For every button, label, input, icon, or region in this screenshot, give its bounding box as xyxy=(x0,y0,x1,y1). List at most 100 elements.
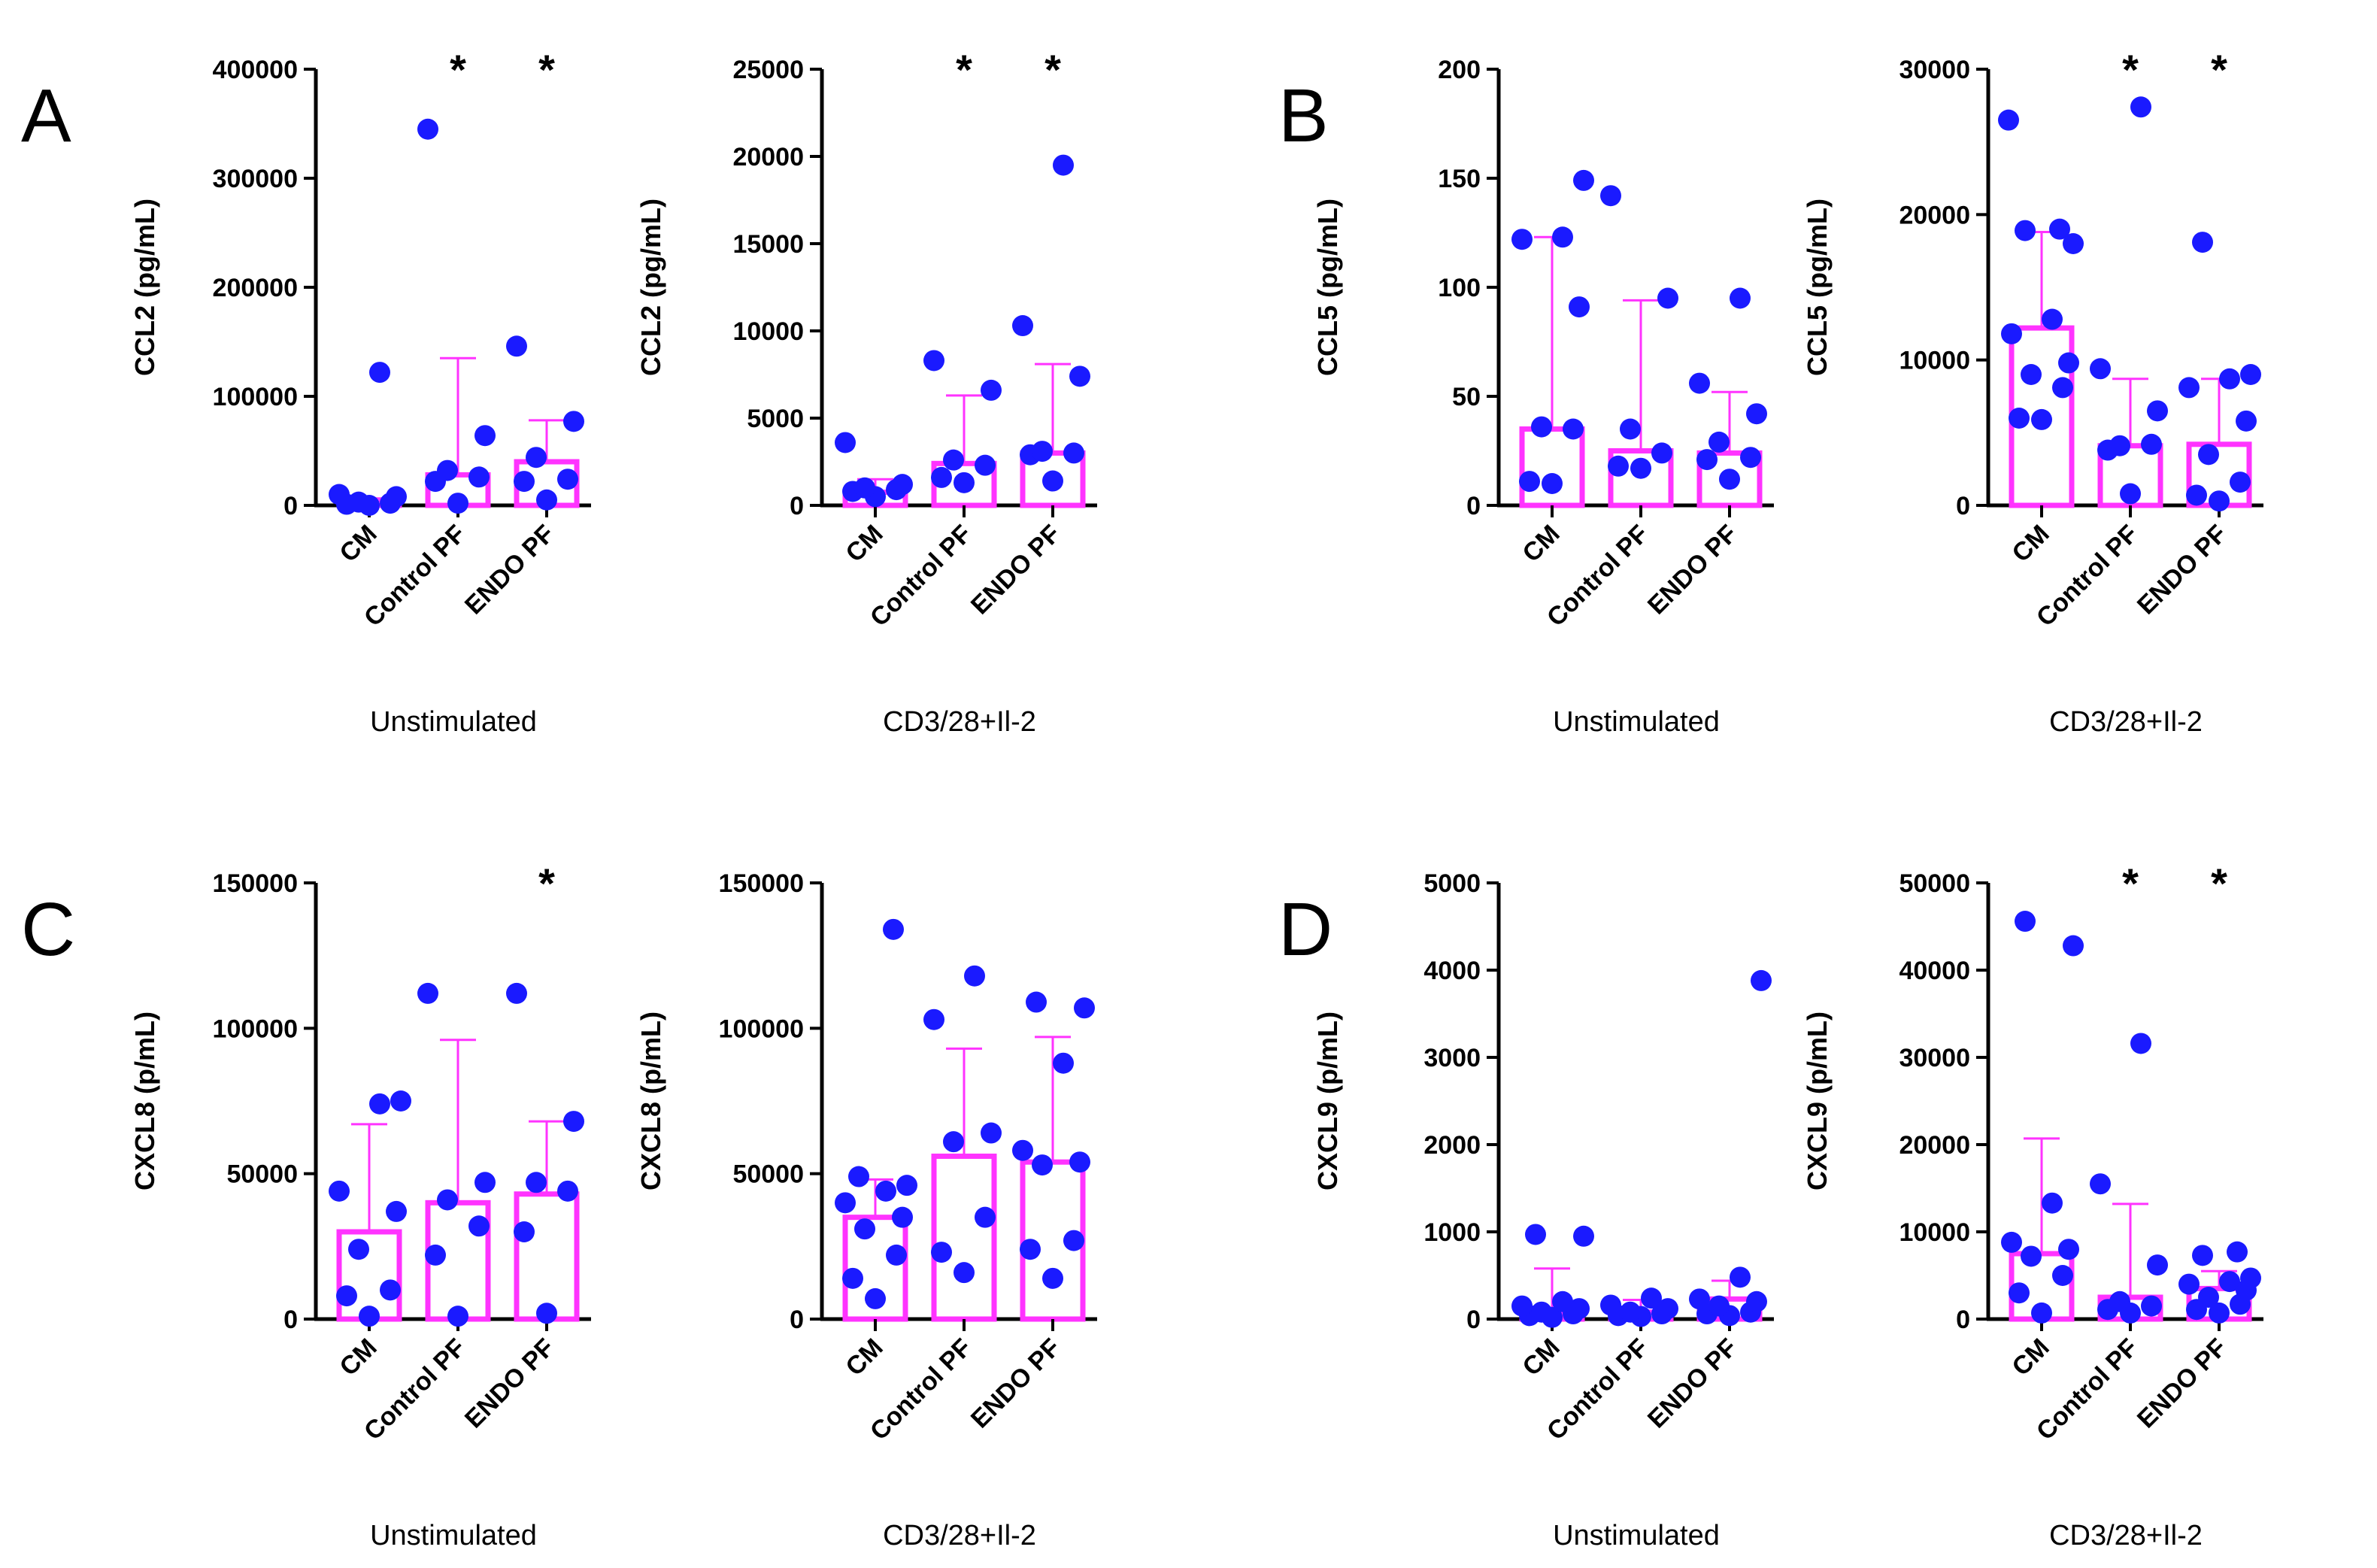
panel-letter-a: A xyxy=(21,74,71,158)
y-axis-label: CXCL9 (p/mL) xyxy=(1802,1011,1833,1190)
data-point xyxy=(854,1218,875,1240)
bar xyxy=(931,1153,997,1322)
chart-subtitle: Unstimulated xyxy=(370,706,537,738)
data-point xyxy=(447,493,468,514)
data-point xyxy=(2042,308,2063,330)
data-point xyxy=(975,454,996,476)
data-point xyxy=(474,425,496,447)
data-point xyxy=(1511,229,1533,250)
data-point xyxy=(2209,1302,2230,1324)
data-point xyxy=(1569,1298,1590,1320)
y-tick-label: 25000 xyxy=(732,56,804,84)
significance-star: * xyxy=(538,860,555,907)
y-tick-label: 20000 xyxy=(732,143,804,171)
y-tick-label: 0 xyxy=(1466,1306,1481,1334)
category-label: CM xyxy=(1517,520,1565,568)
data-point xyxy=(2058,352,2079,374)
category-label: CM xyxy=(334,1333,382,1381)
data-point xyxy=(514,471,535,493)
data-point xyxy=(506,982,527,1004)
significance-star: * xyxy=(956,46,972,93)
chart-8: 0 10000 20000 30000 40000 50000 CXCL9 (p/mL) CM… xyxy=(1802,860,2263,1551)
y-tick-label: 2000 xyxy=(1423,1131,1481,1160)
data-point xyxy=(1074,997,1095,1019)
data-point xyxy=(875,1180,896,1202)
data-point xyxy=(1026,991,1047,1013)
data-point xyxy=(348,1239,369,1260)
category-label: CM xyxy=(334,520,382,568)
data-point xyxy=(1542,473,1563,494)
data-point xyxy=(557,469,578,490)
data-point xyxy=(1069,365,1090,387)
data-point xyxy=(2186,484,2207,506)
data-point xyxy=(1511,1295,1533,1317)
y-tick-label: 100000 xyxy=(719,1014,804,1043)
data-point xyxy=(931,1242,952,1263)
category-label: ENDO PF xyxy=(966,520,1066,620)
data-point xyxy=(526,1172,547,1193)
data-point xyxy=(563,1111,584,1133)
y-tick-label: 400000 xyxy=(213,56,298,84)
data-point xyxy=(1519,471,1540,493)
data-point xyxy=(954,472,975,493)
category-label: CM xyxy=(840,1333,888,1381)
data-point xyxy=(1730,287,1751,309)
data-point xyxy=(1641,1287,1662,1309)
data-point xyxy=(842,1267,863,1289)
data-point xyxy=(437,459,458,481)
data-point xyxy=(2192,232,2213,253)
data-point xyxy=(1746,403,1767,425)
data-point xyxy=(931,466,952,488)
category-label: ENDO PF xyxy=(2132,1333,2233,1434)
data-point xyxy=(981,1122,1002,1144)
category-label: CM xyxy=(840,520,888,568)
y-tick-label: 30000 xyxy=(1899,56,1970,84)
data-point xyxy=(369,1093,390,1115)
data-point xyxy=(1563,418,1584,440)
data-point xyxy=(1069,1151,1090,1173)
data-point xyxy=(417,118,438,140)
data-point xyxy=(1525,1224,1546,1245)
data-point xyxy=(1730,1266,1751,1288)
significance-star: * xyxy=(2122,46,2139,93)
data-point xyxy=(369,362,390,384)
data-point xyxy=(1719,469,1740,490)
data-point xyxy=(2090,358,2111,380)
data-point xyxy=(2001,1231,2022,1253)
data-point xyxy=(2178,1273,2200,1295)
y-tick-label: 50 xyxy=(1452,383,1481,411)
data-point xyxy=(536,1303,557,1324)
y-tick-label: 10000 xyxy=(732,317,804,346)
data-point xyxy=(380,1279,401,1301)
data-point xyxy=(1708,431,1730,453)
y-tick-label: 20000 xyxy=(1899,1131,1970,1160)
data-point xyxy=(883,918,904,940)
data-point xyxy=(2219,1271,2240,1293)
data-point xyxy=(892,474,913,496)
data-point xyxy=(2052,1265,2073,1286)
data-point xyxy=(848,1166,869,1187)
data-point xyxy=(437,1189,458,1211)
data-point xyxy=(1600,1294,1621,1316)
y-tick-label: 100000 xyxy=(213,1014,298,1043)
data-point xyxy=(2058,1239,2079,1260)
y-tick-label: 15000 xyxy=(732,230,804,259)
significance-star: * xyxy=(1044,46,1061,93)
y-tick-label: 150000 xyxy=(719,869,804,898)
data-point xyxy=(1630,457,1651,479)
data-point xyxy=(1740,447,1761,469)
data-point xyxy=(1689,372,1710,394)
data-point xyxy=(1063,1230,1084,1251)
significance-star: * xyxy=(538,46,555,93)
y-tick-label: 100000 xyxy=(213,383,298,411)
data-point xyxy=(1042,470,1063,492)
data-point xyxy=(1012,1139,1033,1161)
data-point xyxy=(1708,1295,1730,1317)
data-point xyxy=(506,335,527,357)
data-point xyxy=(2240,364,2261,385)
data-point xyxy=(2021,1245,2042,1267)
data-point xyxy=(1746,1290,1767,1312)
